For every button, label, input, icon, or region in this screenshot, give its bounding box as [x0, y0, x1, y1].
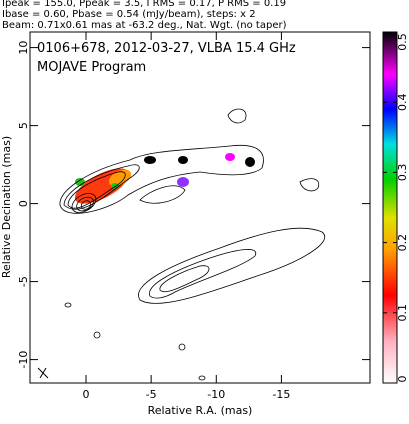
contour	[299, 178, 320, 192]
contour	[159, 265, 210, 293]
x-axis-label: Relative R.A. (mas)	[148, 404, 253, 417]
colorbar-tick-label: 0.1	[396, 304, 409, 322]
y-tick-label: -5	[17, 276, 30, 287]
pol-blob	[108, 169, 132, 187]
colorbar-tick-label: 0.5	[396, 33, 409, 51]
beam-axis	[39, 367, 47, 379]
header-line: Beam: 0.71x0.61 mas at -63.2 deg., Nat. …	[2, 20, 287, 31]
contour	[198, 375, 206, 381]
pol-blob	[144, 156, 156, 164]
pol-blob	[225, 153, 235, 161]
colorbar-tick-label: 0.3	[396, 164, 409, 182]
x-tick-label: 0	[83, 388, 90, 401]
plot-title: 0106+678, 2012-03-27, VLBA 15.4 GHz	[37, 41, 296, 56]
contour	[80, 200, 92, 210]
y-axis-label: Relative Decination (mas)	[0, 136, 13, 278]
pol-blob	[178, 156, 188, 164]
colorbar	[382, 31, 398, 384]
y-tick-label: -10	[17, 351, 30, 369]
plot-subtitle: MOJAVE Program	[37, 60, 146, 75]
image	[37, 108, 325, 381]
contour	[93, 331, 101, 339]
header-line: Ipeak = 155.0, Ppeak = 3.5, I RMS = 0.17…	[2, 0, 286, 9]
colorbar-tick-label: 0.2	[396, 234, 409, 252]
contour	[64, 302, 72, 308]
beam	[37, 367, 49, 379]
contour	[139, 185, 186, 204]
contour	[178, 343, 186, 351]
contour	[59, 144, 264, 214]
x-tick-label: -15	[272, 388, 290, 401]
x-tick-label: -10	[207, 388, 225, 401]
contour	[138, 227, 325, 304]
plot-frame	[29, 31, 371, 384]
contour	[227, 108, 247, 124]
pol-blob	[177, 177, 189, 187]
colorbar-tick-label: 0.4	[396, 93, 409, 111]
x-tick-label: -5	[146, 388, 157, 401]
contour	[149, 249, 257, 299]
contour	[76, 196, 94, 212]
y-tick-label: 0	[17, 200, 30, 207]
colorbar-tick-label: 0	[396, 376, 409, 383]
y-tick-label: 10	[17, 41, 30, 55]
pol-blob	[245, 157, 255, 167]
contours	[59, 108, 325, 381]
y-tick-label: 5	[17, 122, 30, 129]
contour	[71, 193, 97, 213]
header-line: Ibase = 0.60, Pbase = 0.54 (mJy/beam), s…	[2, 9, 256, 20]
